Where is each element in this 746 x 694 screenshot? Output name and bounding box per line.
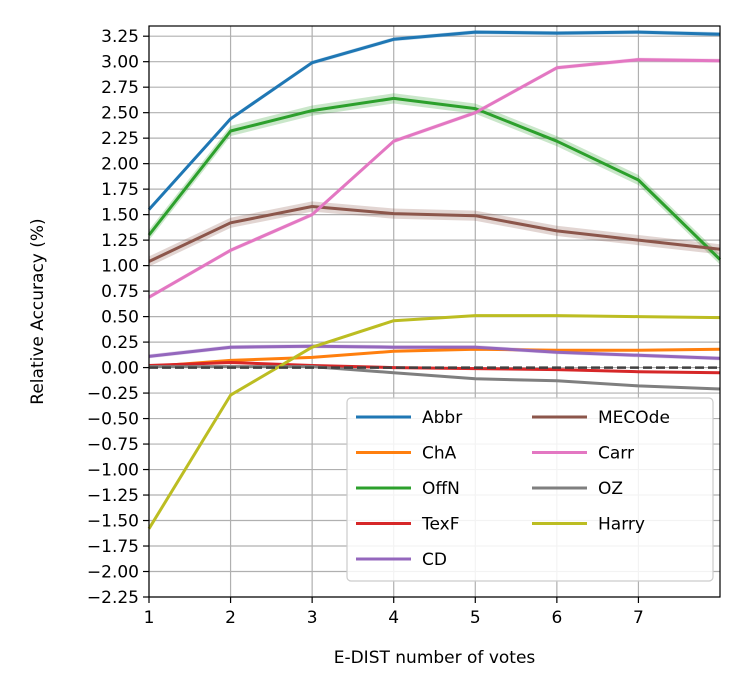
y-tick-label: 1.50	[101, 206, 139, 226]
band-abbr	[149, 30, 720, 212]
y-tick-label: 2.25	[101, 129, 139, 149]
series-lines	[147, 30, 722, 530]
band-mecode	[149, 201, 720, 267]
series-line-texf	[148, 361, 721, 375]
series-line-cha	[148, 347, 721, 369]
y-tick-label: 0.25	[101, 333, 139, 353]
y-tick-label: −0.75	[87, 435, 139, 455]
y-tick-label: 0.00	[101, 359, 139, 379]
band-cd	[149, 344, 720, 361]
plot-frame	[148, 25, 721, 598]
series-line-cd	[148, 344, 721, 360]
y-tick-label: 3.00	[101, 53, 139, 73]
y-tick-label: 2.00	[101, 155, 139, 175]
y-tick-label: −2.00	[87, 563, 139, 583]
x-tick-label: 4	[388, 608, 399, 628]
y-tick-label: −2.25	[87, 588, 139, 608]
legend-label-cd: CD	[422, 550, 447, 570]
legend-label-cha: ChA	[422, 444, 457, 464]
legend-label-oz: OZ	[598, 479, 623, 499]
legend-label-mecode: MECOde	[598, 408, 670, 428]
series-line-harry	[147, 314, 721, 530]
y-tick-label: 2.50	[101, 104, 139, 124]
legend-label-abbr: Abbr	[422, 408, 462, 428]
y-tick-label: −1.00	[87, 461, 139, 481]
x-tick-label: 6	[551, 608, 562, 628]
legend-label-texf: TexF	[421, 515, 460, 535]
y-tick-label: 3.25	[101, 27, 139, 47]
x-tick-label: 7	[633, 608, 644, 628]
y-tick-label: 1.00	[101, 257, 139, 277]
y-tick-label: 1.75	[101, 180, 139, 200]
series-line-mecode	[148, 205, 721, 263]
x-tick-label: 1	[144, 608, 155, 628]
x-tick-label: 3	[307, 608, 318, 628]
legend: Abbr ChA OffN TexF CD MECOde Carr OZ Harry	[346, 397, 714, 582]
axis-ticks: 1 2 3 4 5 6 7 3.25 3.00 2.75 2.50 2.25 2.00 1.75 1.50 1…	[87, 27, 644, 628]
y-tick-label: 0.75	[101, 282, 139, 302]
legend-label-carr: Carr	[598, 444, 634, 464]
y-tick-label: −0.25	[87, 384, 139, 404]
y-tick-label: 2.75	[101, 78, 139, 98]
series-line-abbr	[147, 30, 721, 211]
x-axis-title: E-DIST number of votes	[334, 648, 536, 668]
y-tick-label: −1.50	[87, 512, 139, 532]
legend-label-harry: Harry	[598, 515, 645, 535]
y-tick-label: −0.50	[87, 410, 139, 430]
y-tick-label: −1.25	[87, 486, 139, 506]
legend-label-offn: OffN	[422, 479, 460, 499]
y-tick-label: 0.50	[101, 308, 139, 328]
legend-box	[346, 397, 714, 582]
x-tick-label: 5	[470, 608, 481, 628]
series-line-oz	[149, 365, 721, 391]
y-tick-label: −1.75	[87, 537, 139, 557]
series-line-offn	[147, 96, 722, 261]
x-tick-label: 2	[225, 608, 236, 628]
y-axis-title: Relative Accuracy (%)	[28, 218, 48, 404]
y-tick-label: 1.25	[101, 231, 139, 251]
series-line-carr	[148, 58, 721, 299]
